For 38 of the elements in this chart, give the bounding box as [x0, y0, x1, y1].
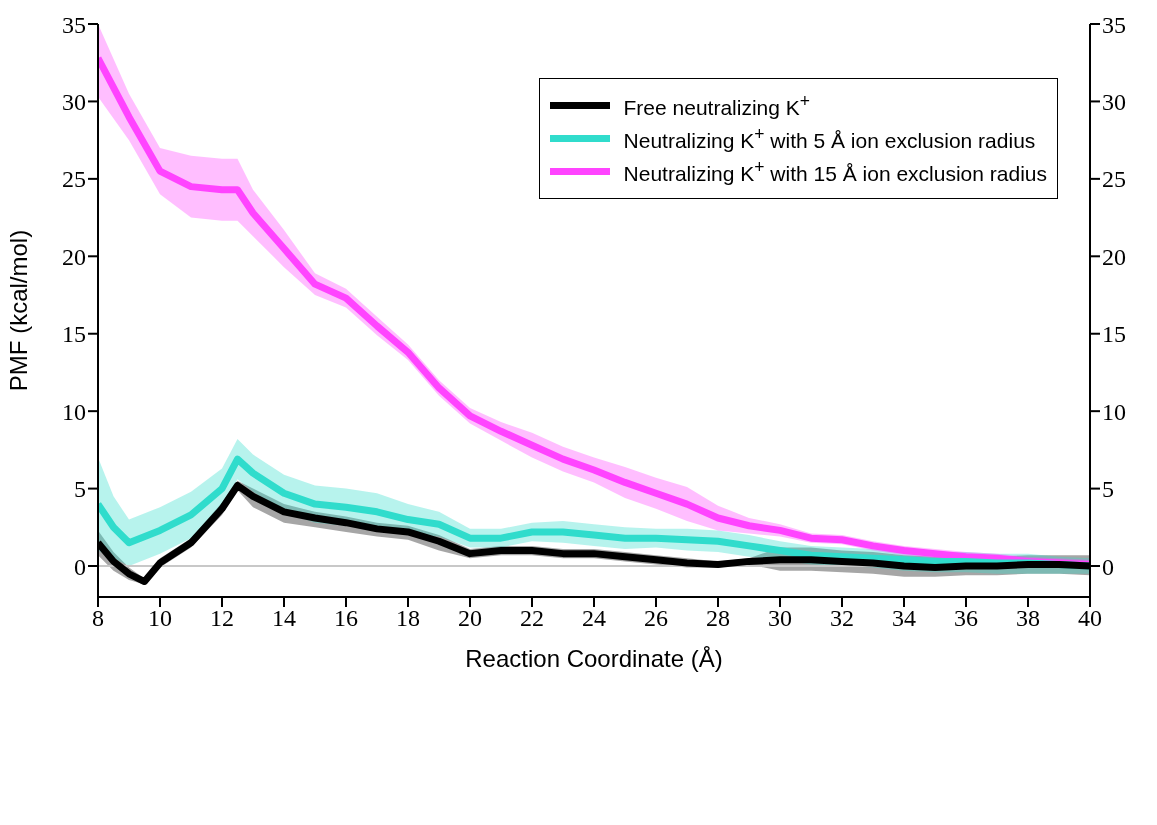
y-tick-label: 10 — [62, 398, 86, 425]
y2-tick-label: 25 — [1102, 166, 1126, 193]
x-tick-label: 24 — [582, 605, 606, 632]
x-tick-label: 22 — [520, 605, 544, 632]
y2-tick-label: 15 — [1102, 321, 1126, 348]
y2-tick-label: 20 — [1102, 243, 1126, 270]
y-tick-label: 15 — [62, 321, 86, 348]
y2-tick-label: 0 — [1102, 553, 1114, 580]
y2-tick-label: 10 — [1102, 398, 1126, 425]
x-tick-label: 18 — [396, 605, 420, 632]
y-tick-label: 5 — [74, 476, 86, 503]
x-tick-label: 8 — [92, 605, 104, 632]
y-tick-label: 30 — [62, 88, 86, 115]
x-tick-label: 30 — [768, 605, 792, 632]
x-tick-label: 40 — [1078, 605, 1102, 632]
x-tick-label: 12 — [210, 605, 234, 632]
x-tick-label: 36 — [954, 605, 978, 632]
x-tick-label: 34 — [892, 605, 916, 632]
y-axis-title: PMF (kcal/mol) — [4, 229, 32, 392]
x-tick-label: 16 — [334, 605, 358, 632]
x-axis-title: Reaction Coordinate (Å) — [465, 645, 723, 672]
x-tick-label: 26 — [644, 605, 668, 632]
y-tick-label: 35 — [62, 11, 86, 38]
y-tick-label: 25 — [62, 166, 86, 193]
x-tick-label: 14 — [272, 605, 296, 632]
legend-label: Neutralizing K$^{+}$ with 5 Å ion exclusion radius — [623, 124, 1036, 153]
x-tick-label: 32 — [830, 605, 854, 632]
x-tick-label: 20 — [458, 605, 482, 632]
y-tick-label: 20 — [62, 243, 86, 270]
y2-tick-label: 30 — [1102, 88, 1126, 115]
y2-tick-label: 35 — [1102, 11, 1126, 38]
x-tick-label: 28 — [706, 605, 730, 632]
legend-label: Free neutralizing K$^{+}$ — [623, 91, 811, 120]
x-tick-label: 10 — [148, 605, 172, 632]
legend-label: Neutralizing K$^{+}$ with 15 Å ion exclusion radius — [623, 157, 1047, 186]
y-tick-label: 0 — [74, 553, 86, 580]
y2-tick-label: 5 — [1102, 476, 1114, 503]
x-tick-label: 38 — [1016, 605, 1040, 632]
